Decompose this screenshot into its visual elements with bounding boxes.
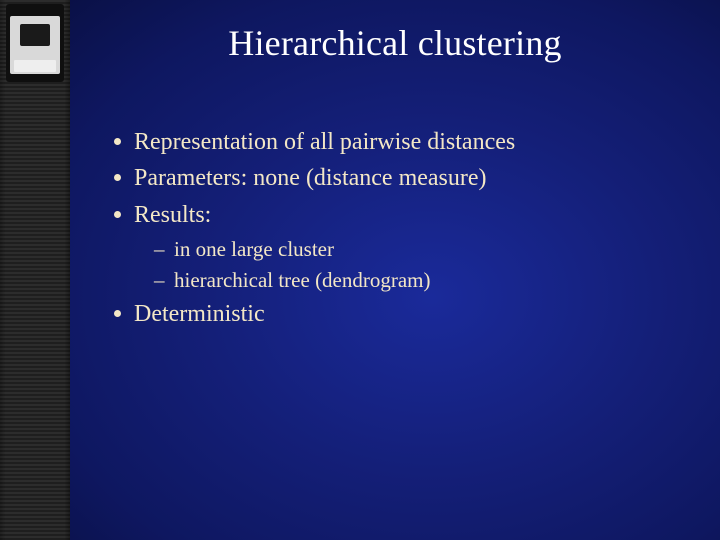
sidebar-texture xyxy=(0,0,70,540)
slide-content: Hierarchical clustering Representation o… xyxy=(70,0,720,540)
slide-body: Representation of all pairwise distances… xyxy=(110,126,700,334)
sub-bullet-item: hierarchical tree (dendrogram) xyxy=(154,266,700,294)
bullet-text: Results: xyxy=(134,202,211,228)
bullet-item: Results: in one large cluster hierarchic… xyxy=(110,199,700,294)
bullet-item: Deterministic xyxy=(110,298,700,330)
bullet-item: Parameters: none (distance measure) xyxy=(110,162,700,194)
slide-title: Hierarchical clustering xyxy=(70,22,720,64)
bullet-list: Representation of all pairwise distances… xyxy=(110,126,700,330)
sidebar-graphic-label xyxy=(14,60,56,72)
sidebar-graphic-panel xyxy=(10,16,60,74)
sidebar-graphic-screen xyxy=(20,24,50,46)
slide: Hierarchical clustering Representation o… xyxy=(0,0,720,540)
sub-bullet-item: in one large cluster xyxy=(154,235,700,263)
sidebar-graphic xyxy=(6,4,64,82)
bullet-item: Representation of all pairwise distances xyxy=(110,126,700,158)
sub-bullet-list: in one large cluster hierarchical tree (… xyxy=(154,235,700,294)
